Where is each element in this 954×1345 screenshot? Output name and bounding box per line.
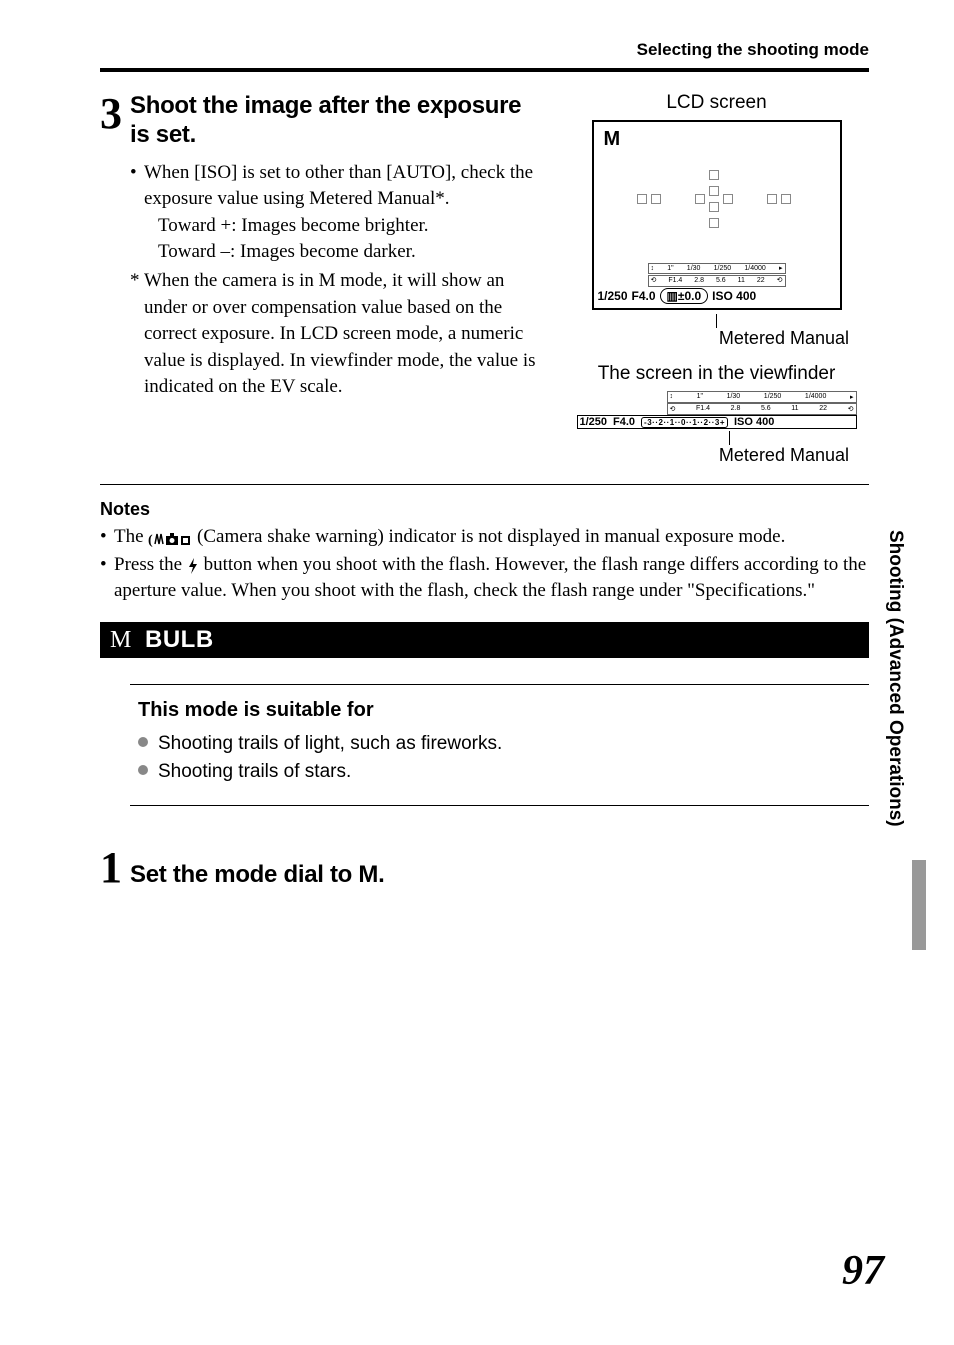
vf-shutter: 1/250 [580,416,608,428]
note-item: Press the button when you shoot with the… [100,552,869,604]
page-number: 97 [842,1247,884,1295]
svg-text:(: ( [148,533,153,548]
af-points [637,172,797,232]
mode-letter: M [604,128,621,151]
vf-shutter-scale: ↕ 1" 1/30 1/250 1/4000 ▸ [667,391,857,403]
mode-letter: M [110,627,132,653]
viewfinder-caption: Metered Manual [564,445,869,466]
metered-manual-pill: ▥±0.0 [660,288,709,304]
lcd-screen-diagram: M ↕ 1" 1/30 [592,120,842,310]
step-title: Set the mode dial to M. [130,861,384,890]
subline: Toward –: Images become darker. [144,239,544,266]
suitable-box: This mode is suitable for Shooting trail… [130,684,869,806]
bulb-title: BULB [145,626,214,653]
aperture-scale: ⟲ F1.4 2.8 5.6 11 22 ⟲ [648,275,786,287]
iso-value: ISO 400 [712,289,756,303]
step-title: Shoot the image after the exposure is se… [130,92,544,150]
vf-readout: 1/250 F4.0 -3··2··1··0··1··2··3+ ISO 400 [577,415,857,429]
step-number: 3 [100,92,122,466]
bullet-text: When [ISO] is set to other than [AUTO], … [144,162,533,210]
step-1: 1 Set the mode dial to M. [100,846,869,890]
camera-shake-icon: ( [148,525,192,549]
note-text: (Camera shake warning) indicator is not … [197,526,785,547]
viewfinder-label: The screen in the viewfinder [564,363,869,385]
exposure-readout: 1/250 F4.0 ▥±0.0 ISO 400 [598,288,836,304]
note-text: Press the [114,554,187,575]
vf-aperture-scale: ⟲ F1.4 2.8 5.6 11 22 ⟲ [667,403,857,415]
step-bullet: When [ISO] is set to other than [AUTO], … [130,160,544,266]
flash-icon [187,553,199,579]
lcd-caption: Metered Manual [564,328,869,349]
vf-aperture: F4.0 [613,416,635,428]
pointer-line [729,431,730,445]
shutter-value: 1/250 [598,289,628,303]
shutter-scale: ↕ 1" 1/30 1/250 1/4000 ▸ [648,263,786,275]
subline: Toward +: Images become brighter. [144,213,544,240]
step-asterisk: When the camera is in M mode, it will sh… [130,268,544,401]
section-header: Selecting the shooting mode [0,0,954,68]
note-text: button when you shoot with the flash. Ho… [114,554,866,601]
bulb-heading: M BULB [100,622,869,658]
step-3-text: 3 Shoot the image after the exposure is … [100,92,544,466]
suitable-item: Shooting trails of light, such as firewo… [138,730,869,759]
suitable-item: Shooting trails of stars. [138,758,869,787]
notes-section: Notes The ( (Camera shake warning) indic… [0,499,954,604]
lcd-label: LCD screen [564,92,869,114]
aperture-value: F4.0 [632,289,656,303]
lcd-readout: ↕ 1" 1/30 1/250 1/4000 ▸ ⟲ F1.4 2.8 5.6 … [598,262,836,304]
ev-scale: -3··2··1··0··1··2··3+ [641,417,728,428]
notes-title: Notes [100,499,869,520]
illustration-column: LCD screen M ↕ [564,92,869,466]
vf-iso: ISO 400 [734,416,774,428]
side-marker [912,860,926,950]
note-text: The [114,526,148,547]
note-item: The ( (Camera shake warning) indicator i… [100,524,869,550]
pointer-line [716,314,717,328]
step-3: 3 Shoot the image after the exposure is … [100,92,869,466]
side-tab: Shooting (Advanced Operations) [884,530,906,827]
section-divider [100,484,869,485]
step-number: 1 [100,846,122,890]
suitable-title: This mode is suitable for [138,699,869,722]
viewfinder-diagram: ↕ 1" 1/30 1/250 1/4000 ▸ ⟲ F1.4 2.8 5.6 … [577,391,857,429]
